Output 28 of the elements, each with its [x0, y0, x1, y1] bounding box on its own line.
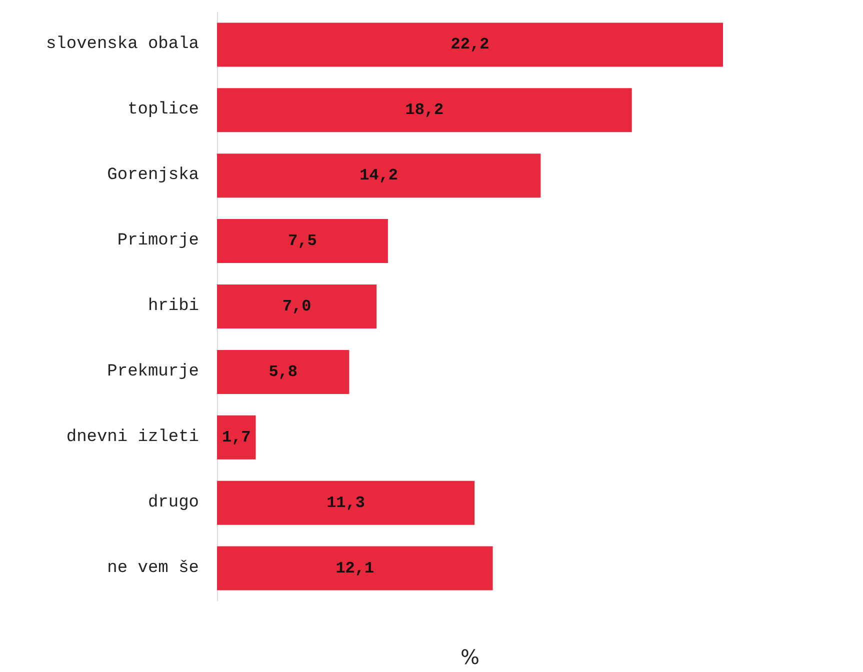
- bar: [217, 88, 632, 132]
- bar: [217, 480, 475, 525]
- x-axis-title: %: [460, 645, 480, 669]
- bar: [217, 350, 350, 394]
- y-tick-label: hribi: [148, 297, 199, 316]
- y-tick-label: slovenska obala: [46, 35, 199, 54]
- data-label: 1,7: [222, 428, 251, 446]
- y-tick-label: Primorje: [117, 232, 199, 251]
- y-tick-label: dnevni izleti: [66, 428, 199, 447]
- bar: [217, 546, 493, 590]
- data-label: 7,5: [288, 232, 317, 250]
- bar: [217, 22, 723, 67]
- data-label: 5,8: [268, 362, 298, 381]
- y-tick-label: drugo: [148, 493, 199, 512]
- bar: [217, 415, 256, 460]
- bar: [217, 154, 541, 198]
- data-label: 22,2: [450, 36, 490, 54]
- y-tick-label: Prekmurje: [107, 362, 199, 382]
- data-label: 11,3: [326, 494, 365, 512]
- data-label: 7,0: [282, 298, 312, 316]
- bar: [217, 284, 377, 328]
- data-label: 14,2: [360, 166, 398, 185]
- y-tick-label: Gorenjska: [107, 166, 199, 186]
- data-label: 18,2: [405, 101, 444, 120]
- y-tick-label: ne vem še: [107, 558, 199, 578]
- y-tick-label: toplice: [128, 100, 199, 120]
- bar: [217, 219, 388, 264]
- data-label: 12,1: [336, 559, 374, 578]
